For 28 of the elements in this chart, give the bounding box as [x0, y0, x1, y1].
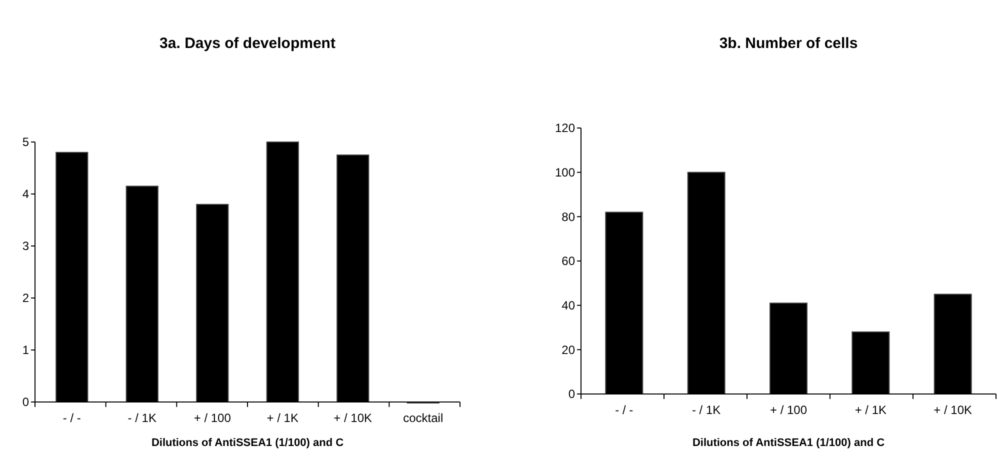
x-tick-label: + / 10K: [934, 403, 972, 417]
y-tick-label: 2: [22, 291, 30, 306]
y-tick-label: 100: [554, 166, 576, 180]
x-tick-label: cocktail: [403, 411, 444, 425]
x-tick-label: + / 100: [770, 403, 808, 417]
x-tick-label: - / 1K: [692, 403, 721, 417]
y-tick-label: 4: [22, 187, 30, 202]
y-tick-label: 80: [562, 210, 576, 224]
x-tick-label: - / 1K: [128, 411, 156, 425]
y-tick-label: 3: [22, 239, 30, 254]
y-tick-label: 60: [562, 254, 576, 268]
chart-title: 3b. Number of cells: [719, 35, 858, 52]
y-tick-label: 20: [562, 342, 576, 357]
y-tick-label: 1: [22, 343, 30, 358]
chart-title: 3a. Days of development: [160, 35, 336, 52]
x-tick-label: + / 100: [194, 411, 232, 425]
y-tick-label: 40: [562, 298, 576, 313]
x-axis-title: Dilutions of AntiSSEA1 (1/100) and C: [692, 437, 885, 449]
y-tick-label: 0: [22, 395, 30, 410]
x-tick-label: - / -: [615, 403, 634, 417]
x-tick-label: + / 1K: [266, 411, 298, 425]
y-tick-label: 5: [22, 135, 30, 150]
y-tick-label: 120: [554, 121, 576, 136]
x-axis-title: Dilutions of AntiSSEA1 (1/100) and C: [151, 437, 344, 449]
x-tick-label: + / 1K: [854, 403, 887, 417]
y-tick-label: 0: [568, 387, 576, 402]
x-tick-label: + / 10K: [334, 411, 372, 425]
x-tick-label: - / -: [62, 411, 81, 425]
